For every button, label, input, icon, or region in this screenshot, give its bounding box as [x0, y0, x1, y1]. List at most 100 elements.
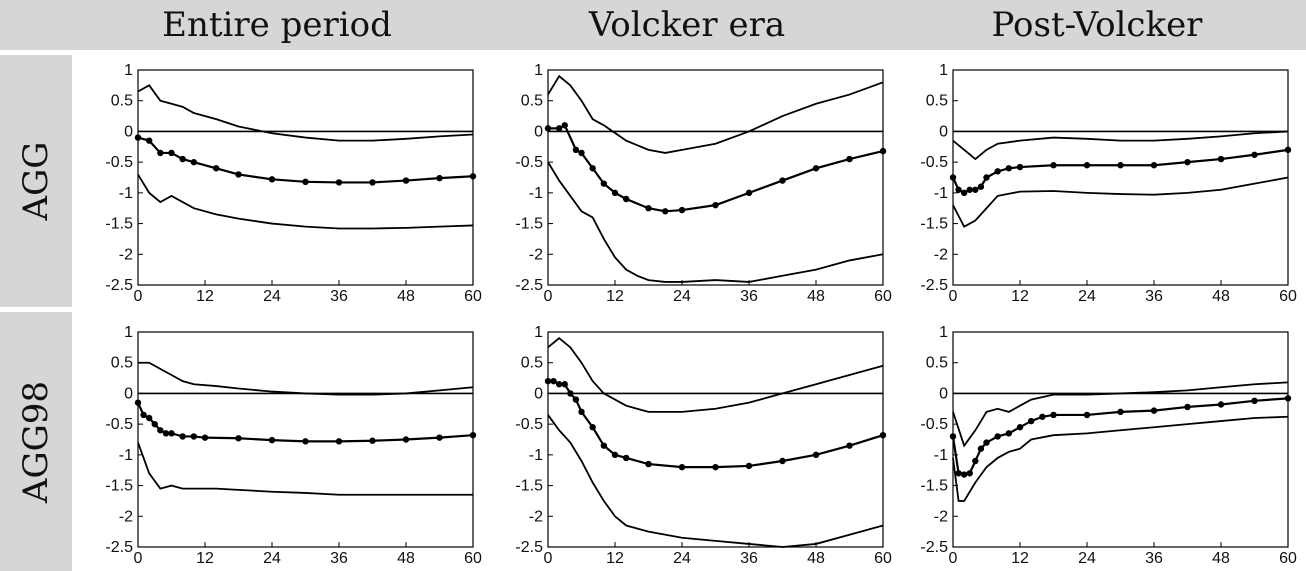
- point-estimate-marker: [960, 189, 968, 197]
- panel-0: 10.50-0.5-1-1.5-2-2.50 12 24 36 48 60: [105, 62, 482, 305]
- point-estimate-marker: [145, 137, 153, 144]
- y-tick-label: -1: [119, 447, 133, 464]
- point-estimate-marker: [1005, 430, 1013, 437]
- x-tick-label: 12: [1011, 550, 1029, 567]
- y-tick-label: -2: [119, 246, 133, 263]
- y-tick-label: -1: [529, 447, 543, 464]
- point-estimate-marker: [1217, 401, 1225, 408]
- point-estimate-marker: [436, 174, 443, 182]
- series-upper-band: [547, 74, 884, 154]
- point-estimate-marker: [235, 435, 242, 442]
- point-estimate-marker: [1050, 411, 1057, 419]
- point-estimate-marker: [1217, 155, 1225, 163]
- point-estimate-marker: [567, 390, 574, 397]
- series-point-band: [548, 123, 884, 213]
- y-tick-label: -1.5: [105, 216, 133, 233]
- y-tick-label: -2: [529, 508, 543, 525]
- x-tick-label: 48: [807, 288, 825, 305]
- point-estimate-marker: [745, 462, 753, 470]
- y-tick-label: -0.5: [105, 416, 133, 433]
- point-estimate-marker: [779, 177, 786, 184]
- point-estimate-marker: [1039, 413, 1046, 420]
- y-tick-label: -0.5: [920, 416, 948, 433]
- x-tick-label: 36: [1145, 288, 1163, 305]
- y-tick-label: -2.5: [105, 277, 133, 294]
- y-tick-label: -2.5: [515, 539, 543, 556]
- point-estimate-marker: [879, 432, 887, 439]
- point-estimate-marker: [955, 186, 962, 193]
- x-tick-label: 24: [263, 550, 281, 567]
- y-tick-label: -1: [119, 185, 133, 202]
- point-estimate-marker: [589, 424, 596, 431]
- point-estimate-marker: [1150, 162, 1158, 169]
- series-lower-band: [952, 176, 1289, 228]
- x-tick-label: 12: [196, 288, 214, 305]
- point-estimate-marker: [645, 205, 652, 212]
- y-tick-label: -1.5: [105, 478, 133, 495]
- point-estimate-marker: [712, 201, 719, 209]
- y-tick-label: -2: [934, 508, 948, 525]
- x-tick-label: 36: [740, 288, 758, 305]
- y-tick-label: -1: [529, 185, 543, 202]
- row-header-agg: AGG: [0, 55, 72, 307]
- x-tick-label: 12: [196, 550, 214, 567]
- y-tick-label: -2: [529, 246, 543, 263]
- point-estimate-marker: [544, 125, 552, 132]
- plot-frame: [547, 69, 884, 286]
- series-lower-band: [952, 415, 1289, 502]
- y-tick-label: 0.5: [111, 93, 133, 110]
- x-tick-label: 0: [949, 288, 958, 305]
- point-estimate-marker: [812, 165, 820, 172]
- point-estimate-marker: [550, 377, 557, 385]
- point-estimate-marker: [977, 445, 985, 452]
- y-tick-label: -0.5: [515, 416, 543, 433]
- point-estimate-marker: [201, 434, 209, 441]
- point-estimate-marker: [966, 186, 973, 193]
- point-estimate-marker: [157, 149, 164, 157]
- x-tick-label: 60: [874, 550, 892, 567]
- x-tick-label: 60: [464, 550, 482, 567]
- point-estimate-marker: [645, 460, 652, 468]
- panel-1: 10.50-0.5-1-1.5-2-2.50 12 24 36 48 60: [515, 62, 892, 305]
- point-estimate-marker: [235, 171, 242, 178]
- x-tick-label: 24: [263, 288, 281, 305]
- point-estimate-marker: [983, 174, 990, 181]
- point-estimate-marker: [662, 208, 669, 215]
- x-tick-label: 0: [134, 288, 143, 305]
- point-estimate-marker: [162, 430, 170, 437]
- x-tick-label: 24: [1078, 288, 1096, 305]
- y-tick-label: 0.5: [926, 93, 948, 110]
- point-estimate-marker: [302, 178, 309, 185]
- x-tick-label: 48: [397, 288, 415, 305]
- y-tick-label: -0.5: [920, 154, 948, 171]
- x-tick-label: 24: [673, 550, 691, 567]
- y-tick-label: 0: [939, 123, 948, 140]
- y-tick-label: -0.5: [105, 154, 133, 171]
- y-tick-label: -2: [934, 246, 948, 263]
- x-tick-label: 36: [740, 550, 758, 567]
- plot-frame: [547, 331, 884, 548]
- x-tick-label: 36: [330, 550, 348, 567]
- point-estimate-marker: [436, 434, 443, 441]
- point-estimate-marker: [268, 436, 276, 444]
- point-estimate-marker: [212, 165, 220, 172]
- x-tick-label: 0: [949, 550, 958, 567]
- point-estimate-marker: [745, 189, 753, 197]
- point-estimate-marker: [145, 414, 153, 422]
- point-estimate-marker: [960, 471, 968, 478]
- point-estimate-marker: [1083, 411, 1091, 419]
- y-tick-label: -1.5: [515, 478, 543, 495]
- y-tick-label: 1: [124, 324, 133, 341]
- point-estimate-marker: [966, 470, 973, 477]
- point-estimate-marker: [1150, 407, 1158, 414]
- point-estimate-marker: [600, 180, 608, 187]
- point-estimate-marker: [302, 438, 309, 445]
- y-tick-label: 0: [939, 385, 948, 402]
- point-estimate-marker: [1184, 403, 1191, 411]
- plot-frame: [137, 69, 474, 286]
- point-estimate-marker: [1016, 424, 1024, 431]
- x-tick-label: 0: [544, 550, 553, 567]
- x-tick-label: 60: [464, 288, 482, 305]
- point-estimate-marker: [1251, 151, 1258, 158]
- series-lower-band: [137, 442, 473, 496]
